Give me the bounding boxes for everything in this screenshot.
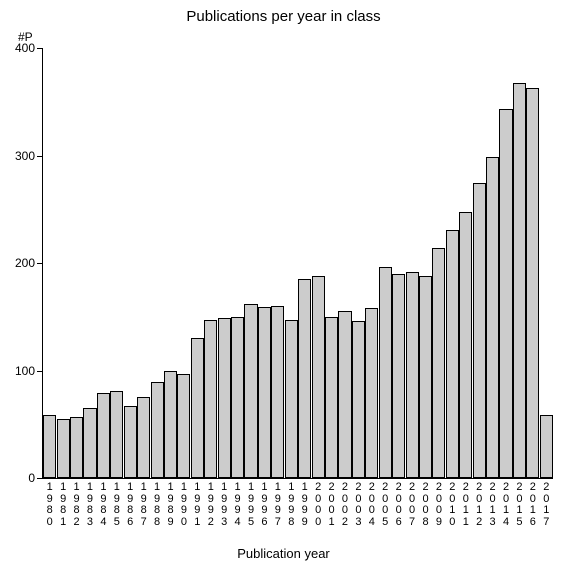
y-tick [37,48,43,49]
x-tick-label: 2014 [503,482,509,528]
bar [540,415,553,478]
bar [338,311,351,478]
x-tick-label: 1993 [221,482,227,528]
x-tick-label: 2017 [543,482,549,528]
bar [244,304,257,478]
bar [499,109,512,478]
chart-title: Publications per year in class [0,8,567,25]
x-tick-label: 2005 [382,482,388,528]
bar [43,415,56,478]
y-tick [37,263,43,264]
x-tick-label: 2015 [516,482,522,528]
bar [231,317,244,478]
bar [137,397,150,478]
bar [70,417,83,478]
x-tick-label: 2012 [476,482,482,528]
bar [124,406,137,478]
x-tick-label: 2004 [369,482,375,528]
x-tick-label: 1981 [60,482,66,528]
x-tick-label: 2000 [315,482,321,528]
bar [446,230,459,478]
bar [365,308,378,478]
plot-area: 0100200300400198019811982198319841985198… [42,48,553,479]
x-tick-label: 2016 [530,482,536,528]
bars-group [43,48,553,478]
x-tick-label: 1992 [208,482,214,528]
bar [83,408,96,478]
x-tick-label: 2006 [396,482,402,528]
x-tick-label: 1997 [275,482,281,528]
x-tick-label: 2008 [422,482,428,528]
bar [218,318,231,478]
x-tick-label: 1989 [167,482,173,528]
x-tick-label: 1996 [261,482,267,528]
x-tick-label: 2009 [436,482,442,528]
x-tick-label: 1994 [235,482,241,528]
bar [392,274,405,478]
x-tick-label: 1985 [114,482,120,528]
bar [325,317,338,478]
bar [110,391,123,478]
x-tick-label: 1991 [194,482,200,528]
bar [271,306,284,478]
bar [432,248,445,478]
x-tick-label: 2001 [328,482,334,528]
bar [513,83,526,478]
y-tick-label: 0 [28,471,35,485]
bar [459,212,472,478]
bar [258,307,271,478]
x-tick-label: 1984 [100,482,106,528]
bar [486,157,499,478]
x-tick-label: 1988 [154,482,160,528]
y-tick-label: 300 [15,149,35,163]
x-axis-title: Publication year [0,546,567,561]
bar [352,321,365,478]
x-tick-label: 1990 [181,482,187,528]
x-tick-label: 1982 [73,482,79,528]
bar [406,272,419,478]
bar [204,320,217,478]
bar [419,276,432,478]
bar [473,183,486,478]
bar [285,320,298,478]
x-tick-label: 1999 [302,482,308,528]
y-tick-label: 100 [15,364,35,378]
bar [526,88,539,478]
bar [312,276,325,478]
chart-container: Publications per year in class #P 010020… [0,0,567,567]
x-tick-label: 1995 [248,482,254,528]
y-tick-label: 200 [15,256,35,270]
x-tick-label: 2013 [490,482,496,528]
bar [191,338,204,478]
x-tick-label: 1980 [47,482,53,528]
bar [379,267,392,478]
bar [164,371,177,479]
x-tick-label: 2011 [463,482,469,528]
x-tick-label: 1986 [127,482,133,528]
y-tick-label: 400 [15,41,35,55]
x-tick-label: 1987 [141,482,147,528]
x-tick-label: 1998 [288,482,294,528]
y-tick [37,478,43,479]
y-tick [37,371,43,372]
bar [57,419,70,478]
x-tick-label: 2003 [355,482,361,528]
x-tick-label: 2007 [409,482,415,528]
x-tick-label: 1983 [87,482,93,528]
bar [151,382,164,478]
x-tick-label: 2002 [342,482,348,528]
x-tick-label: 2010 [449,482,455,528]
bar [177,374,190,478]
bar [298,279,311,478]
y-tick [37,156,43,157]
bar [97,393,110,478]
